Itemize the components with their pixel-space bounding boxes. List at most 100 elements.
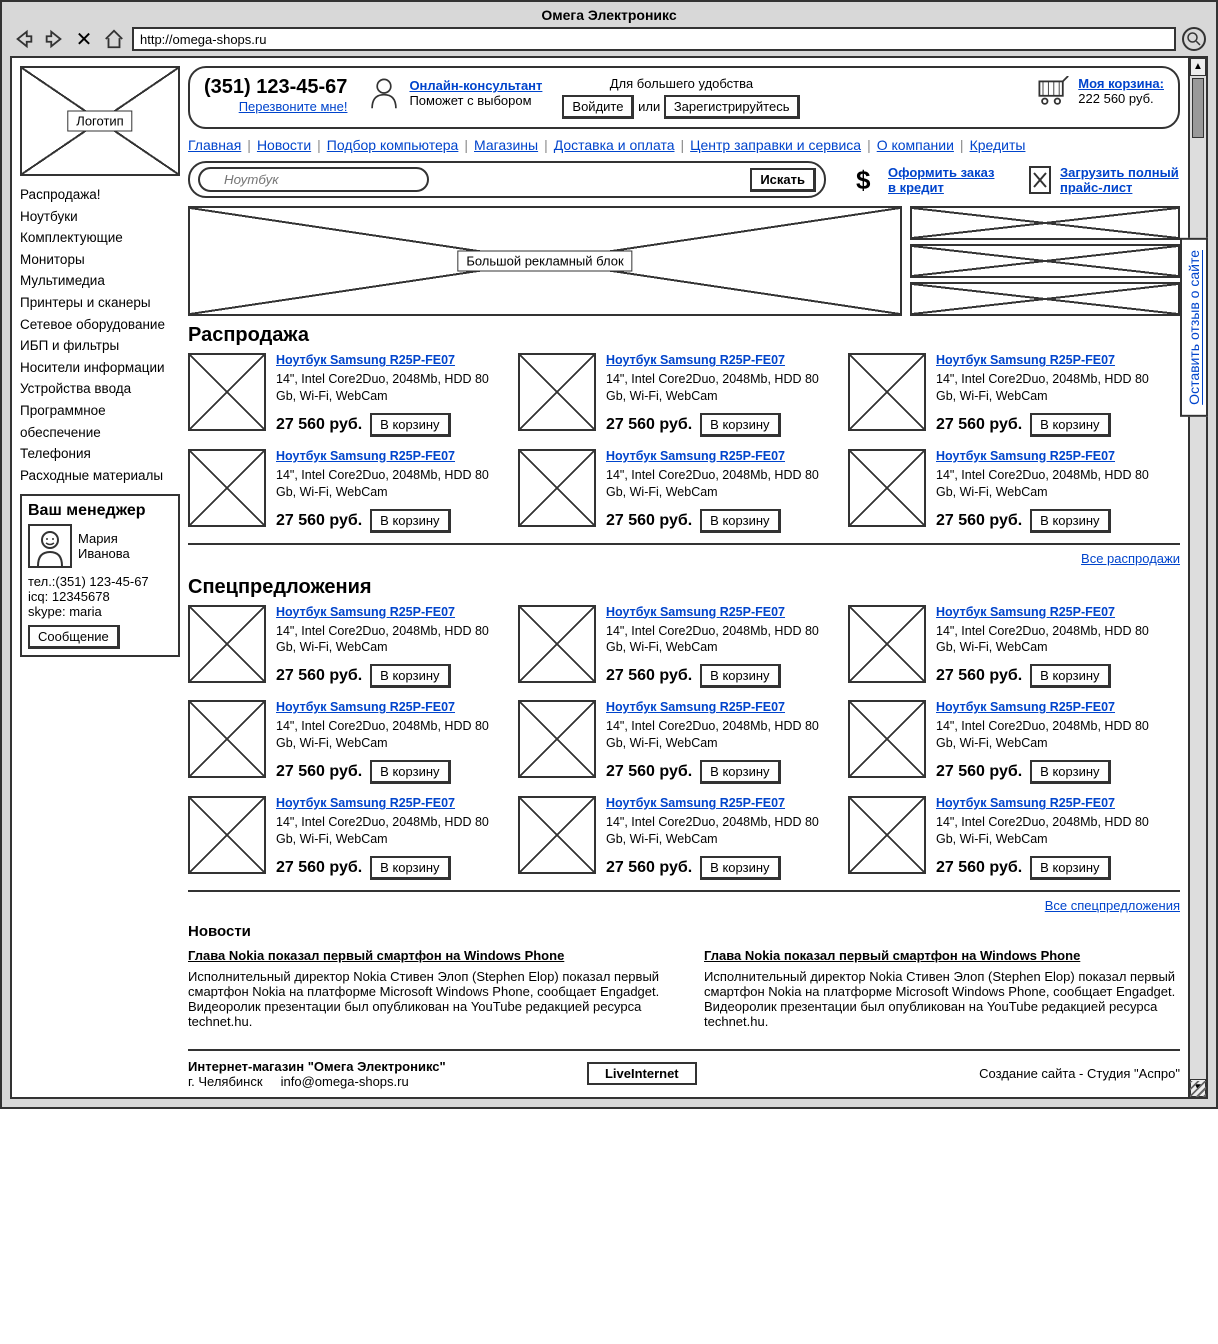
category-item[interactable]: Комплектующие [20,227,180,249]
product-image-placeholder[interactable] [848,605,926,683]
url-input[interactable] [132,27,1176,51]
nav-item[interactable]: Подбор компьютера [327,137,459,153]
add-to-cart-button[interactable]: В корзину [700,760,780,784]
search-input[interactable] [198,167,429,192]
home-icon[interactable] [102,27,126,51]
add-to-cart-button[interactable]: В корзину [370,509,450,533]
cart-icon[interactable] [1034,76,1070,106]
nav-item[interactable]: Главная [188,137,241,153]
category-item[interactable]: Устройства ввода [20,378,180,400]
category-item[interactable]: Принтеры и сканеры [20,292,180,314]
category-item[interactable]: Ноутбуки [20,206,180,228]
product-name-link[interactable]: Ноутбук Samsung R25P-FE07 [936,449,1158,463]
product-name-link[interactable]: Ноутбук Samsung R25P-FE07 [606,449,828,463]
product-image-placeholder[interactable] [188,353,266,431]
product-name-link[interactable]: Ноутбук Samsung R25P-FE07 [276,353,498,367]
add-to-cart-button[interactable]: В корзину [700,856,780,880]
nav-item[interactable]: О компании [877,137,954,153]
back-icon[interactable] [12,27,36,51]
add-to-cart-button[interactable]: В корзину [1030,413,1110,437]
product-name-link[interactable]: Ноутбук Samsung R25P-FE07 [936,700,1158,714]
login-button[interactable]: Войдите [562,95,634,119]
product-name-link[interactable]: Ноутбук Samsung R25P-FE07 [936,796,1158,810]
manager-message-button[interactable]: Сообщение [28,625,120,649]
add-to-cart-button[interactable]: В корзину [370,413,450,437]
product-image-placeholder[interactable] [848,353,926,431]
product-name-link[interactable]: Ноутбук Samsung R25P-FE07 [276,700,498,714]
scroll-up-icon[interactable]: ▲ [1190,58,1206,76]
add-to-cart-button[interactable]: В корзину [1030,856,1110,880]
small-promo-placeholder[interactable] [910,206,1180,240]
product-image-placeholder[interactable] [188,605,266,683]
product-image-placeholder[interactable] [188,700,266,778]
product-name-link[interactable]: Ноутбук Samsung R25P-FE07 [276,449,498,463]
search-button[interactable]: Искать [750,168,816,192]
news-link[interactable]: Глава Nokia показал первый смартфон на W… [188,948,664,963]
credit-link[interactable]: Оформить заказ в кредит [888,165,998,195]
nav-item[interactable]: Новости [257,137,311,153]
consultant-link[interactable]: Онлайн-консультант [409,78,542,93]
product-name-link[interactable]: Ноутбук Samsung R25P-FE07 [936,605,1158,619]
add-to-cart-button[interactable]: В корзину [370,856,450,880]
product-image-placeholder[interactable] [518,449,596,527]
add-to-cart-button[interactable]: В корзину [1030,664,1110,688]
category-item[interactable]: Расходные материалы [20,465,180,487]
nav-item[interactable]: Центр заправки и сервиса [690,137,861,153]
scrollbar[interactable]: ▲ ▼ [1188,58,1206,1097]
news-link[interactable]: Глава Nokia показал первый смартфон на W… [704,948,1180,963]
category-item[interactable]: Телефония [20,443,180,465]
all-sales-link[interactable]: Все распродажи [1081,551,1180,566]
cart-link[interactable]: Моя корзина: [1078,76,1164,91]
product-image-placeholder[interactable] [188,796,266,874]
product-name-link[interactable]: Ноутбук Samsung R25P-FE07 [606,700,828,714]
nav-item[interactable]: Кредиты [970,137,1026,153]
category-item[interactable]: Сетевое оборудование [20,314,180,336]
category-item[interactable]: Мониторы [20,249,180,271]
forward-icon[interactable] [42,27,66,51]
callback-link[interactable]: Перезвоните мне! [239,99,348,114]
product-name-link[interactable]: Ноутбук Samsung R25P-FE07 [276,605,498,619]
product-image-placeholder[interactable] [848,449,926,527]
add-to-cart-button[interactable]: В корзину [700,664,780,688]
add-to-cart-button[interactable]: В корзину [700,509,780,533]
category-item[interactable]: Мультимедиа [20,270,180,292]
feedback-tab[interactable]: Оставить отзыв о сайте [1180,238,1208,417]
category-item[interactable]: Носители информации [20,357,180,379]
scroll-thumb[interactable] [1192,78,1204,138]
logo-placeholder[interactable]: Логотип [20,66,180,176]
add-to-cart-button[interactable]: В корзину [1030,509,1110,533]
product-image-placeholder[interactable] [518,353,596,431]
product-image-placeholder[interactable] [518,796,596,874]
product-name-link[interactable]: Ноутбук Samsung R25P-FE07 [276,796,498,810]
category-item[interactable]: ИБП и фильтры [20,335,180,357]
big-promo-placeholder[interactable]: Большой рекламный блок [188,206,902,316]
small-promo-placeholder[interactable] [910,282,1180,316]
header-phone: (351) 123-45-67 [204,76,347,99]
nav-item[interactable]: Доставка и оплата [554,137,675,153]
add-to-cart-button[interactable]: В корзину [1030,760,1110,784]
product-name-link[interactable]: Ноутбук Samsung R25P-FE07 [606,605,828,619]
product-image-placeholder[interactable] [848,700,926,778]
product-image-placeholder[interactable] [188,449,266,527]
add-to-cart-button[interactable]: В корзину [370,760,450,784]
product-image-placeholder[interactable] [518,605,596,683]
product-card: Ноутбук Samsung R25P-FE0714", Intel Core… [848,353,1158,437]
small-promo-placeholder[interactable] [910,244,1180,278]
add-to-cart-button[interactable]: В корзину [370,664,450,688]
stop-icon[interactable]: ✕ [72,27,96,51]
all-specials-link[interactable]: Все спецпредложения [1045,898,1180,913]
nav-item[interactable]: Магазины [474,137,538,153]
category-item[interactable]: Программное обеспечение [20,400,180,443]
category-item[interactable]: Распродажа! [20,184,180,206]
pricelist-link[interactable]: Загрузить полный прайс-лист [1060,165,1180,195]
search-globe-icon[interactable] [1182,27,1206,51]
resize-grip-icon[interactable] [1190,1081,1206,1097]
register-button[interactable]: Зарегистрируйтесь [664,95,801,119]
liveinternet-counter[interactable]: LiveInternet [587,1062,697,1085]
product-name-link[interactable]: Ноутбук Samsung R25P-FE07 [606,796,828,810]
product-name-link[interactable]: Ноутбук Samsung R25P-FE07 [606,353,828,367]
product-image-placeholder[interactable] [518,700,596,778]
product-image-placeholder[interactable] [848,796,926,874]
add-to-cart-button[interactable]: В корзину [700,413,780,437]
product-name-link[interactable]: Ноутбук Samsung R25P-FE07 [936,353,1158,367]
